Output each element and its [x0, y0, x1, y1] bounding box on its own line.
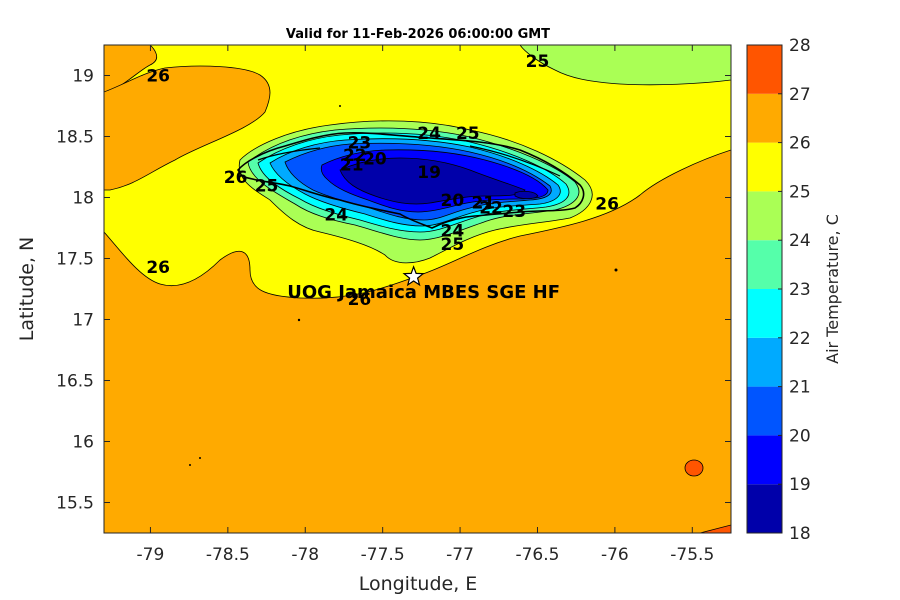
contour-label: 26: [348, 290, 372, 310]
x-tick-label: -77: [446, 545, 474, 565]
contour-band-18: [339, 157, 526, 205]
y-tick-label: 15.5: [56, 494, 94, 514]
chart-title: Valid for 11-Feb-2026 06:00:00 GMT: [286, 27, 550, 42]
x-tick-label: -78.5: [206, 545, 250, 565]
x-tick-label: -77.5: [361, 545, 405, 565]
contour-label: 26: [146, 67, 170, 87]
contour-label: 26: [146, 258, 170, 278]
colorbar-tick-label: 28: [789, 36, 811, 56]
x-tick-label: -76.5: [515, 545, 559, 565]
colorbar-swatch: [747, 45, 782, 94]
x-axis-label: Longitude, E: [359, 573, 478, 595]
contour-fill-layer: [104, 45, 731, 533]
colorbar-swatch: [747, 484, 782, 533]
y-tick-label: 18: [72, 189, 94, 209]
y-tick-label: 19: [72, 67, 94, 87]
coastline: [236, 132, 585, 229]
x-axis-ticks: -79 -78.5 -78 -77.5 -77 -76.5 -76 -75.5: [137, 45, 714, 565]
colorbar-swatch: [747, 240, 782, 289]
colorbar-tick-label: 23: [789, 280, 811, 300]
y-axis-label: Latitude, N: [16, 237, 38, 342]
colorbar-swatch: [747, 142, 782, 192]
colorbar-tick-label: 18: [789, 524, 811, 544]
y-axis-ticks: 15.5 16 16.5 17 17.5 18 18.5 19: [56, 67, 731, 514]
colorbar-swatch: [747, 191, 782, 241]
colorbar-swatch: [747, 93, 782, 143]
y-tick-label: 17: [72, 311, 94, 331]
colorbar-tick-label: 19: [789, 475, 811, 495]
colorbar-tick-label: 27: [789, 85, 811, 105]
contour-label: 25: [440, 235, 464, 255]
plot-frame: [103, 44, 732, 534]
x-tick-label: -75.5: [670, 545, 714, 565]
station-star-icon: [402, 265, 425, 287]
colorbar-swatch: [747, 289, 782, 338]
colorbar-swatch: [747, 337, 782, 387]
contour-label: 21: [471, 193, 495, 213]
colorbar-tick-label: 24: [789, 231, 811, 251]
colorbar-tick-label: 25: [789, 182, 811, 202]
contour-band-26-north: [104, 45, 271, 191]
contour-label: 23: [348, 134, 372, 154]
colorbar-tick-label: 26: [789, 134, 811, 154]
station-marker: UOG Jamaica MBES SGE HF: [287, 265, 560, 303]
colorbar-tick-label: 22: [789, 329, 811, 349]
contour-label: 22: [343, 146, 367, 166]
x-tick-label: -79: [137, 545, 165, 565]
contour-label: 21: [340, 156, 364, 176]
x-tick-label: -78: [291, 545, 319, 565]
colorbar-swatch: [747, 386, 782, 436]
contour-label: 24: [440, 222, 464, 242]
colorbar-tick-label: 21: [789, 378, 811, 398]
contour-label: 26: [224, 168, 248, 188]
contour-label: 22: [479, 198, 503, 218]
colorbar: 18 19 20 21 22 23 24 25 26 27 28: [746, 36, 811, 544]
station-label: UOG Jamaica MBES SGE HF: [287, 282, 560, 303]
contour-label: 26: [595, 195, 619, 215]
y-tick-label: 17.5: [56, 250, 94, 270]
contour-band-24-northeast: [519, 45, 731, 86]
contour-label: 24: [324, 206, 348, 226]
y-tick-label: 18.5: [56, 128, 94, 148]
colorbar-label: Air Temperature, C: [823, 214, 842, 364]
contour-label: 24: [417, 124, 441, 144]
y-tick-label: 16: [72, 433, 94, 453]
contour-label: 19: [417, 163, 441, 183]
contour-label: 25: [456, 124, 480, 144]
contour-label: 20: [363, 150, 387, 170]
colorbar-tick-label: 20: [789, 426, 811, 446]
contour-label: 25: [255, 176, 279, 196]
contour-label: 23: [502, 202, 526, 222]
contour-label: 25: [526, 52, 550, 72]
colorbar-swatch: [747, 435, 782, 485]
warm-spot-contour: [684, 459, 704, 477]
y-tick-label: 16.5: [56, 372, 94, 392]
contour-label: 20: [440, 191, 464, 211]
x-tick-label: -76: [601, 545, 629, 565]
